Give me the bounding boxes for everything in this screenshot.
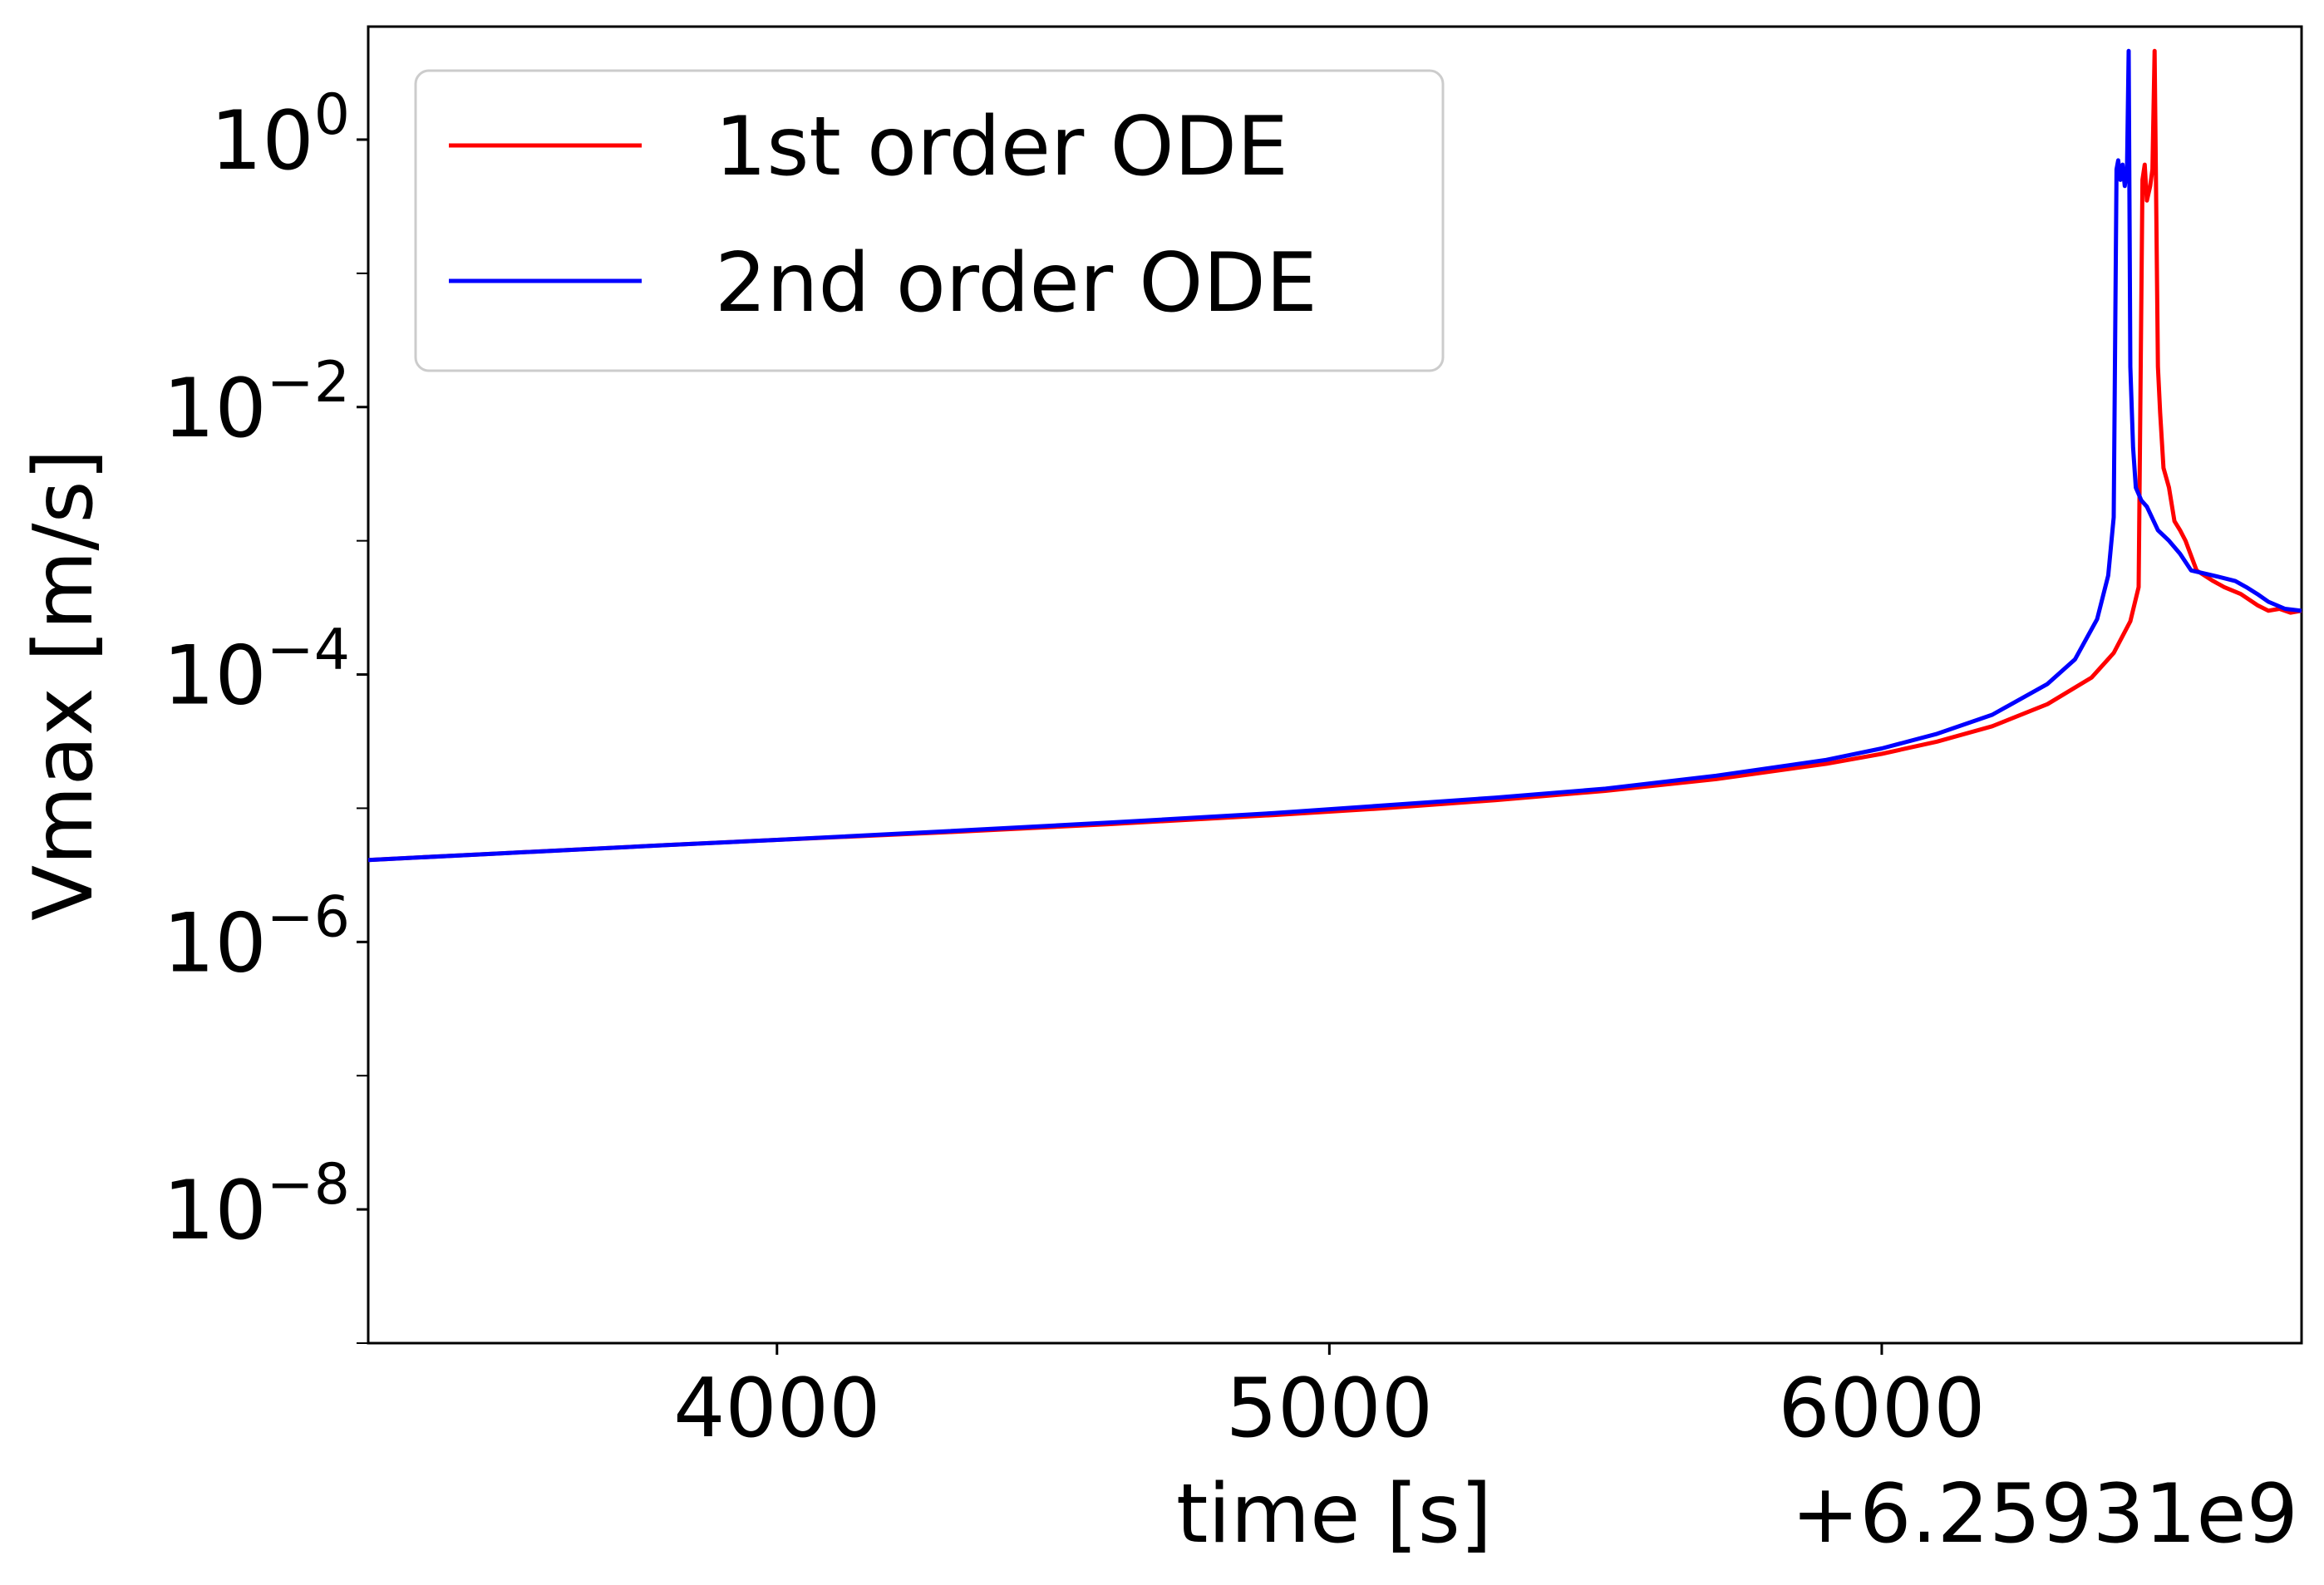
- legend: 1st order ODE 2nd order ODE: [414, 69, 1445, 372]
- x-axis-ticks: 4000 5000 6000: [673, 1343, 1986, 1456]
- x-tick-label: 6000: [1778, 1361, 1985, 1456]
- y-tick-label: 10−4: [163, 618, 350, 724]
- x-axis-label: time [s]: [1176, 1467, 1492, 1562]
- x-tick-label: 4000: [673, 1361, 880, 1456]
- y-axis-ticks: 100 10−2 10−4 10−6 10−8: [163, 82, 368, 1344]
- legend-label-2nd-order: 2nd order ODE: [715, 236, 1317, 331]
- series-line-2: [367, 48, 2302, 863]
- y-tick-label: 10−8: [163, 1152, 350, 1258]
- plot-area-frame: [367, 25, 2303, 1345]
- x-axis-offset-label: +6.25931e9: [1791, 1467, 2298, 1562]
- y-tick-label: 10−2: [163, 350, 350, 456]
- legend-box: [414, 69, 1445, 372]
- series-layer: [367, 48, 2302, 863]
- y-tick-label: 100: [210, 82, 350, 189]
- legend-label-1st-order: 1st order ODE: [715, 100, 1288, 194]
- y-axis-label: Vmax [m/s]: [17, 449, 111, 921]
- y-tick-label: 10−6: [163, 884, 350, 991]
- series-line-1: [367, 48, 2302, 863]
- x-tick-label: 5000: [1226, 1361, 1433, 1456]
